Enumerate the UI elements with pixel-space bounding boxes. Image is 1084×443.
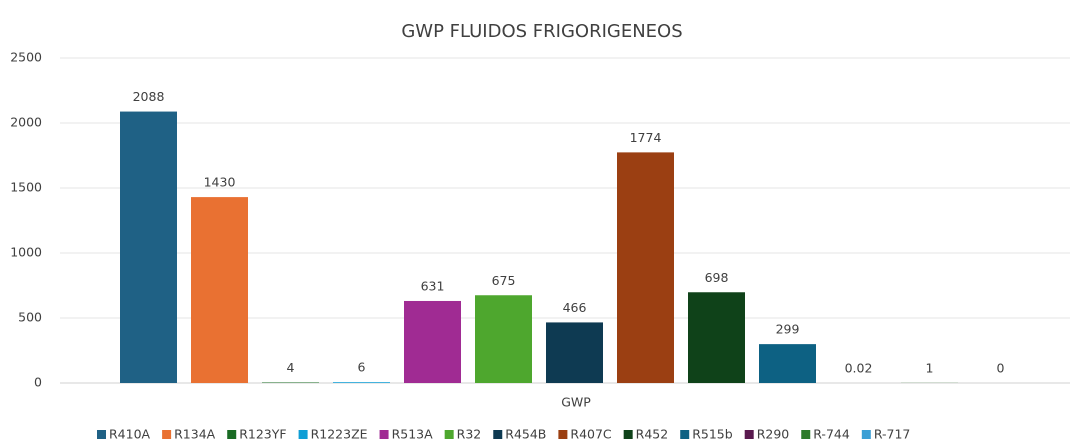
data-label: 1430 (204, 175, 236, 190)
legend-swatch (162, 430, 172, 439)
legend-label: R134A (174, 427, 216, 442)
legend-label: R407C (570, 427, 612, 442)
data-label: 4 (287, 360, 295, 375)
legend-swatch (861, 430, 871, 439)
bar (759, 344, 816, 383)
bar (475, 295, 532, 383)
bar (262, 382, 319, 383)
y-tick-label: 2500 (10, 50, 42, 65)
data-label: 6 (358, 360, 366, 375)
bar (333, 382, 390, 383)
legend-label: R452 (636, 427, 669, 442)
legend-swatch (444, 430, 454, 439)
legend-swatch (558, 430, 568, 439)
data-label: 2088 (133, 89, 165, 104)
data-label: 0 (997, 361, 1005, 376)
legend-label: R454B (505, 427, 546, 442)
legend-swatch (379, 430, 389, 439)
legend-swatch (680, 430, 690, 439)
legend-label: R513A (392, 427, 434, 442)
legend-label: R123YF (239, 427, 286, 442)
legend-label: R-717 (874, 427, 911, 442)
legend-label: R32 (457, 427, 482, 442)
legend-label: R1223ZE (311, 427, 368, 442)
legend-swatch (298, 430, 308, 439)
legend-swatch (493, 430, 503, 439)
bar (191, 197, 248, 383)
data-label: 0.02 (845, 360, 873, 375)
data-label: 698 (705, 270, 729, 285)
legend-swatch (97, 430, 106, 439)
legend-swatch (623, 430, 633, 439)
bar (120, 111, 177, 383)
y-tick-label: 1500 (10, 180, 42, 195)
data-label: 1774 (630, 130, 662, 145)
y-tick-label: 0 (34, 375, 42, 390)
y-tick-label: 500 (18, 310, 42, 325)
legend-label: R410A (109, 427, 151, 442)
bar (688, 292, 745, 383)
legend-label: R515b (692, 427, 733, 442)
legend-swatch (801, 430, 811, 439)
y-tick-label: 1000 (10, 245, 42, 260)
data-label: 1 (926, 360, 934, 375)
data-label: 299 (776, 322, 800, 337)
legend-swatch (227, 430, 237, 439)
data-label: 675 (492, 273, 516, 288)
data-label: 466 (563, 300, 587, 315)
legend-label: R290 (757, 427, 790, 442)
bar (617, 152, 674, 383)
legend-label: R-744 (813, 427, 850, 442)
x-tick-label: GWP (561, 395, 591, 410)
legend-swatch (744, 430, 754, 439)
chart-title: GWP FLUIDOS FRIGORIGENEOS (401, 21, 682, 42)
data-label: 631 (421, 278, 445, 293)
y-tick-label: 2000 (10, 115, 42, 130)
bar (404, 300, 461, 383)
bar (546, 322, 603, 383)
